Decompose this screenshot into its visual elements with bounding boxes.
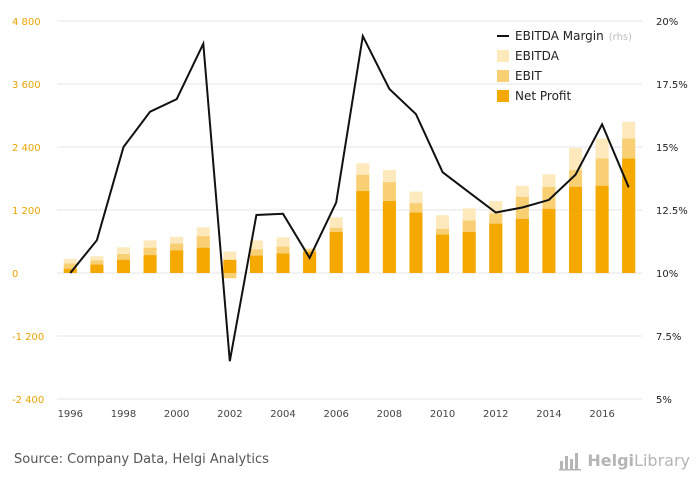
bar-net-profit (303, 252, 317, 273)
bar-net-profit (196, 247, 210, 273)
right-tick-label: 15% (656, 143, 678, 154)
x-tick-label: 2016 (589, 409, 614, 420)
right-tick-label: 10% (656, 269, 678, 280)
left-tick-label: -1 200 (12, 332, 44, 343)
right-tick-label: 20% (656, 17, 678, 28)
x-tick-label: 1998 (111, 409, 136, 420)
legend-swatch (497, 90, 509, 102)
left-tick-label: 0 (12, 269, 18, 280)
bar-net-profit (436, 234, 450, 273)
x-tick-label: 2006 (323, 409, 348, 420)
legend-swatch (497, 70, 509, 82)
legend-label: EBITDA (515, 49, 560, 63)
chart-logo-icon (559, 453, 582, 471)
x-tick-label: 2014 (536, 409, 561, 420)
bar-net-profit (409, 212, 423, 273)
left-tick-label: -2 400 (12, 395, 44, 406)
bar-net-profit (249, 255, 263, 273)
bar-net-profit (382, 201, 396, 273)
bar-net-profit (223, 259, 237, 273)
bar-net-profit (622, 158, 636, 273)
bar-net-profit (276, 253, 290, 273)
x-tick-label: 2008 (377, 409, 402, 420)
x-tick-label: 1996 (58, 409, 83, 420)
bar-net-profit (63, 268, 77, 273)
right-tick-label: 17.5% (656, 80, 688, 91)
line-ebitda-margin (69, 32, 630, 362)
source-note: Source: Company Data, Helgi Analytics (14, 452, 269, 467)
bar-net-profit (542, 208, 556, 273)
left-tick-label: 2 400 (12, 143, 41, 154)
right-tick-label: 5% (656, 395, 672, 406)
legend-label: Net Profit (515, 89, 571, 103)
x-tick-label: 2012 (483, 409, 508, 420)
bar-net-profit (170, 250, 184, 273)
bar-net-profit (515, 218, 529, 273)
legend-swatch (497, 50, 509, 62)
legend-label: EBITDA Margin (rhs) (515, 29, 632, 43)
bar-net-profit (489, 223, 503, 273)
legend-sub-label: (rhs) (609, 32, 632, 43)
brand-name-2: Library (634, 450, 690, 470)
bar-net-profit (356, 191, 370, 273)
bar-net-profit (90, 264, 104, 273)
legend-label: EBIT (515, 69, 542, 83)
bar-ebit (63, 263, 77, 273)
bar-ebit (223, 273, 237, 279)
x-tick-label: 2004 (270, 409, 295, 420)
x-tick-label: 2010 (430, 409, 455, 420)
right-tick-label: 12.5% (656, 206, 688, 217)
brand-logo[interactable]: Helgi Library (559, 447, 690, 473)
bar-net-profit (116, 259, 130, 273)
left-tick-label: 4 800 (12, 17, 41, 28)
x-tick-label: 2002 (217, 409, 242, 420)
right-tick-label: 7.5% (656, 332, 681, 343)
bar-net-profit (462, 232, 476, 273)
bar-net-profit (595, 185, 609, 273)
left-tick-label: 1 200 (12, 206, 41, 217)
left-tick-label: 3 600 (12, 80, 41, 91)
bar-net-profit (143, 255, 157, 273)
bar-net-profit (569, 186, 583, 273)
x-tick-label: 2000 (164, 409, 189, 420)
brand-name-1: Helgi (587, 450, 635, 470)
bar-net-profit (329, 232, 343, 273)
